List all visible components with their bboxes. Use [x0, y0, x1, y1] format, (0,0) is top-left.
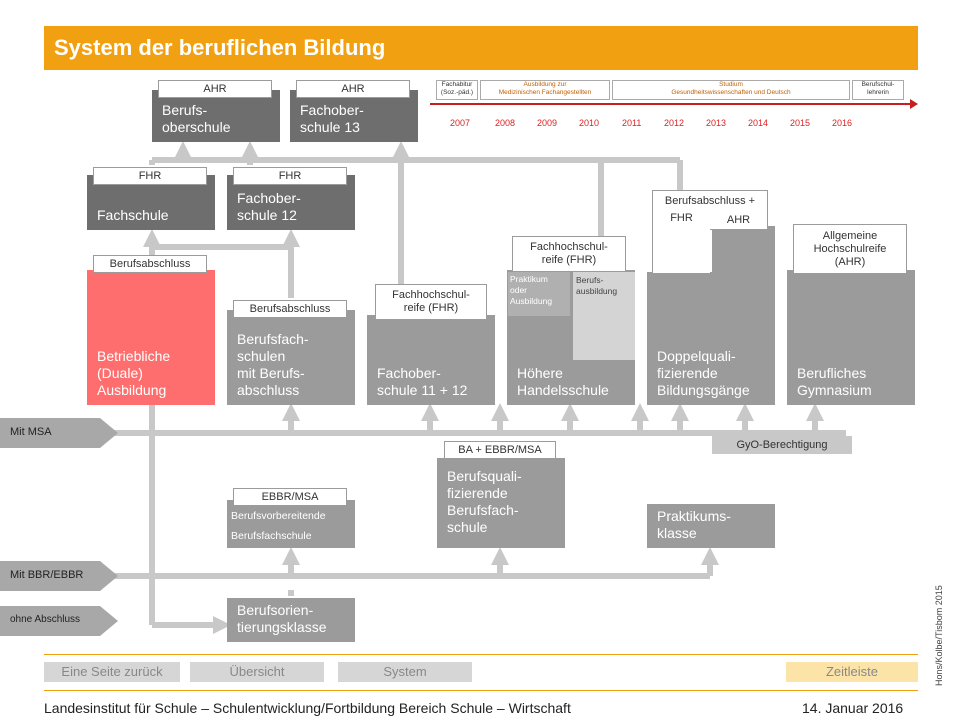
- tag-ba-ebbr-msa: BA + EBBR/MSA: [444, 441, 556, 459]
- box-fachoberschule-11-12[interactable]: Fachober- schule 11 + 12: [367, 315, 495, 405]
- box-doppelqualifizierende[interactable]: Doppelquali- fizierende Bildungsgänge: [647, 272, 775, 405]
- year-label: 2007: [450, 118, 471, 128]
- timeline-fachabitur: Fachabitur (Soz.-päd.): [436, 80, 478, 100]
- box-praktikum-ausbildung: Praktikum oder Ausbildung: [508, 272, 570, 316]
- tag-ebbr-msa: EBBR/MSA: [233, 488, 347, 506]
- tag-berufsabschluss: Berufsabschluss: [93, 255, 207, 273]
- box-berufsorientierungsklasse[interactable]: Berufsorien- tierungsklasse: [227, 598, 355, 642]
- timeline-lehrerin: Berufschul- lehrerin: [852, 80, 904, 100]
- box-betriebliche-ausbildung[interactable]: Betriebliche (Duale) Ausbildung: [87, 270, 215, 405]
- year-label: 2013: [706, 118, 727, 128]
- year-label: 2010: [579, 118, 600, 128]
- timeline-ausbildung: Ausbildung zur Medizinischen Fachangeste…: [480, 80, 610, 100]
- box-berufsausbildung: Berufs- ausbildung: [573, 272, 635, 360]
- divider: [44, 690, 918, 691]
- tag-group-doppelquali: Berufsabschluss + FHR AHR: [652, 190, 768, 274]
- tag-fhr: FHR: [233, 167, 347, 185]
- box-berufsfachschulen[interactable]: Berufsfach- schulen mit Berufs- abschlus…: [227, 310, 355, 405]
- box-fachoberschule-13[interactable]: Fachober- schule 13: [290, 90, 418, 142]
- tag-ahr: AHR: [710, 212, 768, 230]
- tag-ahr: AHR: [296, 80, 410, 98]
- timeline-studium: Studium Gesundheitswissenschaften und De…: [612, 80, 850, 100]
- year-label: 2011: [622, 118, 642, 128]
- nav-timeline-button[interactable]: Zeitleiste: [786, 662, 918, 682]
- nav-system-button[interactable]: System: [338, 662, 472, 682]
- box-berufliches-gymnasium[interactable]: Berufliches Gymnasium: [787, 270, 915, 405]
- nav-back-button[interactable]: Eine Seite zurück: [44, 662, 180, 682]
- page-title: System der beruflichen Bildung: [44, 26, 918, 70]
- nav-overview-button[interactable]: Übersicht: [190, 662, 324, 682]
- tag-fachhochschulreife: Fachhochschul- reife (FHR): [512, 236, 626, 272]
- tag-ahr: AHR: [158, 80, 272, 98]
- year-label: 2008: [495, 118, 516, 128]
- footer-institute: Landesinstitut für Schule – Schulentwick…: [44, 700, 571, 716]
- tag-allgemeine-hochschulreife: Allgemeine Hochschulreife (AHR): [793, 224, 907, 274]
- box-praktikumsklasse[interactable]: Praktikums- klasse: [647, 504, 775, 548]
- tag-fachhochschulreife: Fachhochschul- reife (FHR): [375, 284, 487, 320]
- entry-mit-msa: Mit MSA: [10, 426, 52, 438]
- box-berufsqualifizierende[interactable]: Berufsquali- fizierende Berufsfach- schu…: [437, 458, 565, 548]
- entry-ohne-abschluss: ohne Abschluss: [10, 614, 81, 625]
- gyo-berechtigung-label: GyO-Berechtigung: [712, 436, 852, 454]
- footer-date: 14. Januar 2016: [802, 700, 904, 716]
- year-label: 2016: [832, 118, 853, 128]
- box-doppelquali-ahr-extension: [712, 226, 775, 276]
- year-label: 2015: [790, 118, 811, 128]
- box-berufsvorbereitende[interactable]: Berufsvorbereitende Berufsfachschule: [227, 500, 355, 548]
- credit-text: Hons/Kolbe/Tisbom 2015: [934, 585, 944, 686]
- year-label: 2014: [748, 118, 769, 128]
- tag-berufsabschluss: Berufsabschluss: [233, 300, 347, 318]
- year-label: 2012: [664, 118, 685, 128]
- year-label: 2009: [537, 118, 558, 128]
- tag-fhr: FHR: [93, 167, 207, 185]
- box-berufsoberschule[interactable]: Berufs- oberschule: [152, 90, 280, 142]
- tag-fhr: FHR: [652, 212, 710, 274]
- entry-mit-bbr: Mit BBR/EBBR: [10, 569, 84, 581]
- divider: [44, 654, 918, 655]
